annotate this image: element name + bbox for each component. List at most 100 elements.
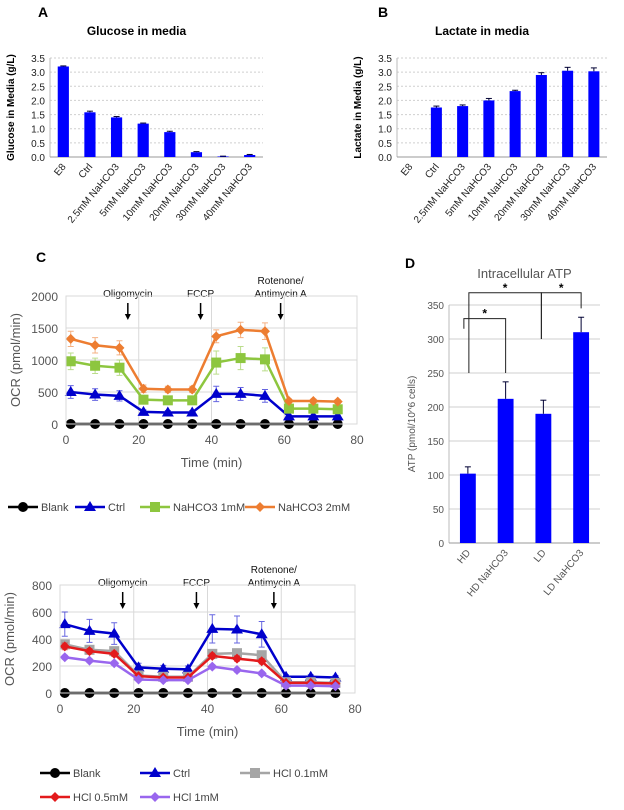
bar — [190, 152, 203, 157]
x-tick-label: 80 — [348, 702, 362, 716]
data-point — [84, 655, 95, 666]
data-point — [64, 386, 77, 396]
legend-marker — [255, 502, 265, 512]
y-tick-label: 2000 — [31, 290, 58, 304]
x-tick-label: 20 — [132, 433, 146, 447]
chart-title: Glucose in media — [87, 24, 187, 38]
data-point — [109, 658, 120, 669]
x-tick-label: 40mM NaHCO3 — [201, 162, 255, 224]
bar — [535, 413, 552, 543]
legend-label: HCl 0.1mM — [273, 768, 328, 780]
data-point — [305, 680, 316, 691]
down-arrow-icon — [277, 314, 284, 320]
x-tick-label: 60 — [278, 433, 292, 447]
down-arrow-icon — [119, 603, 126, 609]
data-point — [132, 661, 145, 672]
legend-marker — [50, 768, 60, 778]
legend-item: Blank — [40, 768, 101, 780]
y-tick-label: 200 — [32, 660, 52, 674]
legend-item: Blank — [8, 502, 69, 514]
data-point — [207, 661, 218, 672]
y-tick-label: 300 — [427, 335, 444, 346]
bar — [562, 70, 574, 157]
y-tick-label: 100 — [427, 471, 444, 482]
significance-bracket — [540, 292, 582, 339]
x-tick-label: HD — [455, 548, 473, 566]
x-tick-label: LD — [532, 548, 549, 565]
y-tick-label: 3.5 — [378, 54, 392, 65]
data-point — [256, 656, 267, 667]
chart-title: Intracellular ATP — [477, 266, 571, 281]
y-tick-label: 350 — [427, 301, 444, 312]
data-point — [283, 395, 294, 406]
legend-label: Ctrl — [173, 768, 190, 780]
significance-bracket — [463, 318, 507, 373]
charts: Glucose in media 0.0 0.5 1.0 1.5 2.0 2.5 3.0 3.5… — [2, 24, 607, 804]
bar-chart-a: Glucose in media 0.0 0.5 1.0 1.5 2.0 2.5 3.0 3.5… — [6, 24, 263, 226]
down-arrow-icon — [270, 603, 277, 609]
y-tick-label: 0.5 — [31, 139, 45, 150]
data-point — [162, 384, 173, 395]
data-point — [83, 624, 96, 635]
legend-marker — [18, 502, 28, 512]
y-tick-label: 600 — [32, 606, 52, 620]
x-tick-label: 80 — [350, 433, 364, 447]
x-tick-label: 40 — [205, 433, 219, 447]
y-tick-label: 0 — [45, 687, 52, 701]
injection-annotation: FCCP — [187, 289, 215, 300]
injection-annotation: Rotenone/ — [258, 276, 304, 287]
y-axis-label: Lactate in Media (g/L) — [353, 56, 364, 158]
data-point — [234, 387, 247, 398]
data-point — [162, 395, 173, 406]
data-point — [211, 357, 222, 368]
series-line — [70, 390, 338, 418]
legend-item: HCl 1mM — [140, 792, 219, 804]
x-tick-label: E8 — [52, 162, 69, 179]
data-point — [108, 627, 121, 638]
legend-marker — [50, 792, 60, 802]
y-tick-label: 800 — [32, 579, 52, 593]
x-tick-label: 20 — [127, 702, 141, 716]
legend-label: Ctrl — [108, 502, 125, 514]
x-tick-label: 60 — [275, 702, 289, 716]
panel-label-b: B — [378, 4, 388, 20]
bar — [483, 100, 495, 157]
down-arrow-icon — [124, 314, 131, 320]
panel-label-c: C — [36, 249, 46, 265]
bar — [57, 66, 69, 157]
data-point — [133, 674, 144, 685]
plot-frame — [65, 295, 358, 425]
x-tick-label: E8 — [399, 162, 416, 179]
series-nahco3-2mm — [65, 321, 343, 407]
significance-star: * — [482, 307, 487, 321]
y-tick-label: 1.0 — [378, 125, 392, 136]
legend-item: Ctrl — [140, 767, 190, 780]
data-point — [187, 395, 198, 406]
legend-item: NaHCO3 1mM — [140, 502, 245, 514]
bar-chart-d: Intracellular ATP 0 50 100 150 200 250 300 350 HD… — [407, 266, 600, 599]
data-point — [332, 396, 343, 407]
y-tick-label: 3.0 — [378, 68, 392, 79]
injection-annotation: Oligomycin — [98, 578, 147, 589]
data-point — [235, 353, 246, 364]
y-tick-label: 3.0 — [31, 68, 45, 79]
y-tick-label: 500 — [38, 386, 58, 400]
significance-star: * — [559, 281, 564, 295]
x-tick-label: 0 — [63, 433, 70, 447]
data-point — [256, 650, 267, 661]
data-point — [231, 623, 243, 634]
series-nahco3-1mm — [65, 346, 343, 415]
legend-item: HCl 0.5mM — [40, 792, 128, 804]
data-point — [282, 410, 295, 421]
y-axis-label: ATP (pmol/10^6 cells) — [407, 376, 418, 473]
y-tick-label: 200 — [427, 403, 444, 414]
data-point — [90, 360, 101, 371]
data-point — [109, 648, 120, 659]
data-point — [138, 394, 149, 405]
legend-item: HCl 0.1mM — [240, 768, 328, 780]
bar — [588, 71, 600, 157]
data-point — [307, 410, 320, 421]
data-point — [331, 410, 344, 421]
data-point — [210, 387, 223, 398]
x-tick-label: Ctrl — [77, 162, 95, 181]
